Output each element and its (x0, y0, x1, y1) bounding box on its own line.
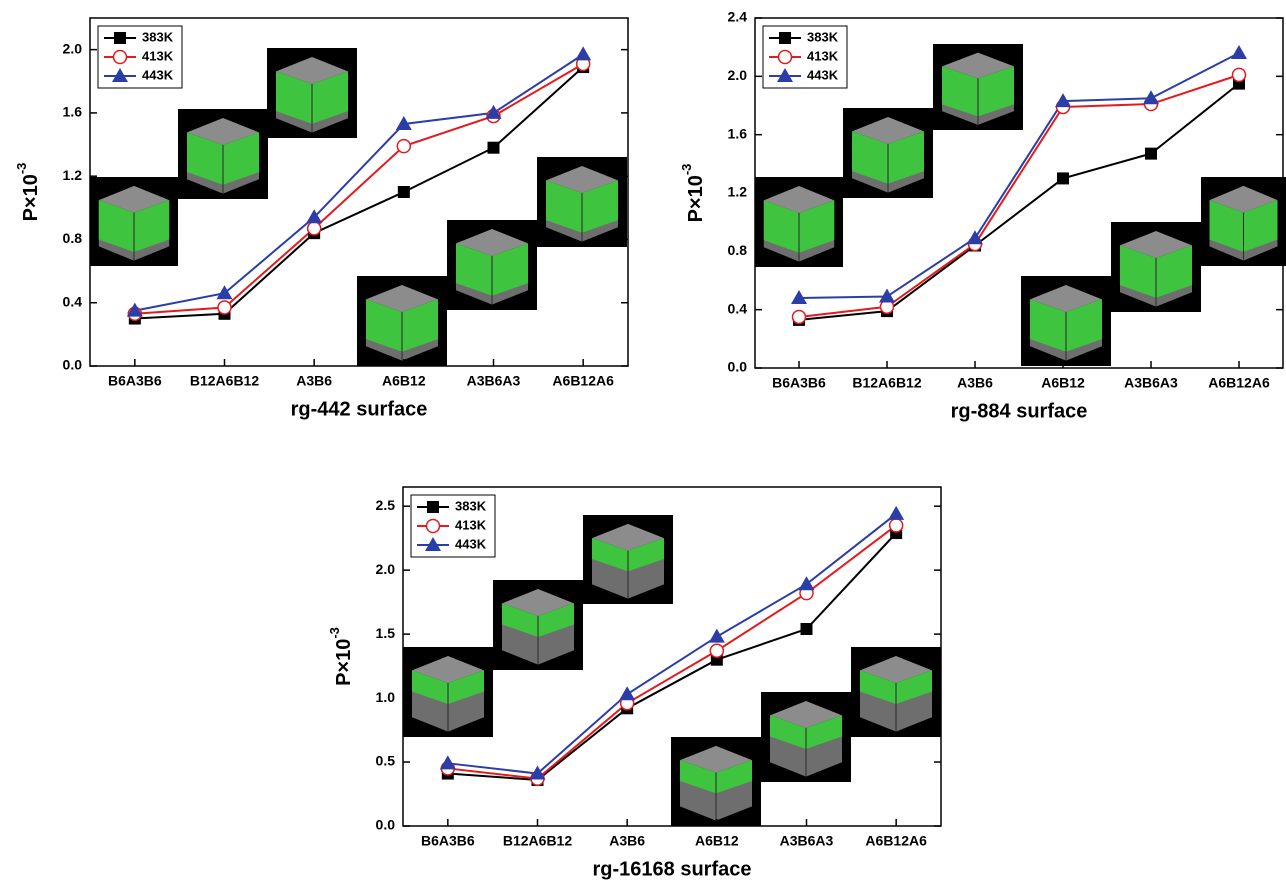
y-axis-label: P×10-3 (14, 163, 42, 222)
marker (967, 230, 983, 244)
x-tick-label: B6A3B6 (772, 375, 826, 391)
y-axis-label-main: P×10 (685, 175, 707, 222)
marker (575, 46, 591, 60)
y-tick-label: 0.0 (63, 357, 83, 373)
marker (879, 289, 895, 303)
marker (1233, 68, 1246, 81)
x-tick-label: A3B6A3 (467, 373, 521, 389)
x-tick-label: A6B12A6 (552, 373, 614, 389)
x-tick-label: A6B12 (382, 373, 426, 389)
x-tick-label: B6A3B6 (421, 833, 475, 849)
marker (799, 576, 815, 590)
marker (1145, 148, 1157, 160)
x-tick-label: A3B6A3 (1124, 375, 1178, 391)
legend-label: 383K (455, 498, 487, 513)
y-tick-label: 0.8 (728, 242, 748, 258)
x-axis-label: rg-884 surface (951, 400, 1088, 422)
x-tick-label: A6B12 (695, 833, 739, 849)
y-tick-label: 0.4 (728, 300, 748, 316)
marker (440, 755, 456, 769)
legend: 383K 413K 443K (411, 495, 495, 557)
x-tick-label: A6B12A6 (865, 833, 927, 849)
y-axis-label-sup: -3 (14, 163, 29, 175)
y-tick-label: 1.0 (376, 689, 396, 705)
legend: 383K 413K 443K (763, 26, 847, 88)
y-axis-label: P×10-3 (327, 627, 355, 686)
y-tick-label: 1.6 (63, 104, 83, 120)
figure: 0.0 0.4 0.8 1.2 1.6 2.0 B6A3B6 B12A6B12 A3B6 A6B1… (0, 0, 1286, 887)
y-tick-label: 2.0 (376, 561, 396, 577)
marker (308, 222, 321, 235)
marker (793, 310, 806, 323)
x-tick-label: A3B6 (296, 373, 332, 389)
y-tick-label: 1.2 (63, 167, 83, 183)
legend-marker (114, 32, 126, 44)
y-axis-label-main: P×10 (20, 174, 42, 221)
marker (1231, 45, 1247, 59)
y-tick-label: 2.5 (376, 497, 396, 513)
x-tick-label: A3B6 (609, 833, 645, 849)
legend: 383K 413K 443K (98, 26, 182, 88)
x-tick-label: A3B6A3 (780, 833, 834, 849)
legend-label: 413K (807, 48, 839, 63)
legend-marker (779, 32, 791, 44)
legend-label: 443K (807, 67, 839, 82)
marker (1057, 172, 1069, 184)
x-tick-label: B12A6B12 (503, 833, 572, 849)
legend-label: 413K (142, 48, 174, 63)
y-axis-label-sup: -3 (679, 164, 694, 176)
x-tick-label: A6B12A6 (1208, 375, 1270, 391)
x-axis-label: rg-442 surface (291, 398, 428, 420)
marker (710, 644, 723, 657)
y-tick-label: 2.0 (63, 40, 83, 56)
y-axis-label-main: P×10 (333, 639, 355, 686)
y-axis-label-sup: -3 (327, 627, 342, 639)
marker (488, 142, 500, 154)
marker (619, 686, 635, 700)
legend-marker (427, 520, 440, 533)
marker (890, 519, 903, 532)
legend-label: 383K (142, 29, 174, 44)
legend-label: 413K (455, 517, 487, 532)
legend-marker (114, 51, 127, 64)
legend-label: 383K (807, 29, 839, 44)
y-axis-label: P×10-3 (679, 164, 707, 223)
x-tick-label: A3B6 (957, 375, 993, 391)
marker (888, 506, 904, 520)
x-tick-label: B6A3B6 (108, 373, 162, 389)
y-tick-label: 0.0 (728, 359, 748, 375)
marker (1143, 90, 1159, 104)
marker (398, 186, 410, 198)
legend-label: 443K (455, 536, 487, 551)
x-tick-label: B12A6B12 (852, 375, 921, 391)
x-axis-label: rg-16168 surface (593, 858, 752, 880)
legend-label: 443K (142, 67, 174, 82)
y-tick-label: 0.4 (63, 293, 83, 309)
marker (709, 629, 725, 643)
y-tick-label: 0.0 (376, 817, 396, 833)
marker (801, 623, 813, 635)
y-tick-label: 2.0 (728, 67, 748, 83)
y-tick-label: 0.5 (376, 753, 396, 769)
y-tick-label: 1.6 (728, 125, 748, 141)
marker (218, 301, 231, 314)
y-tick-label: 2.4 (728, 9, 748, 25)
y-tick-label: 1.2 (728, 184, 748, 200)
y-tick-label: 1.5 (376, 625, 396, 641)
x-tick-label: B12A6B12 (190, 373, 259, 389)
marker (397, 140, 410, 153)
legend-marker (427, 501, 439, 513)
legend-marker (779, 51, 792, 64)
y-tick-label: 0.8 (63, 230, 83, 246)
x-tick-label: A6B12 (1041, 375, 1085, 391)
